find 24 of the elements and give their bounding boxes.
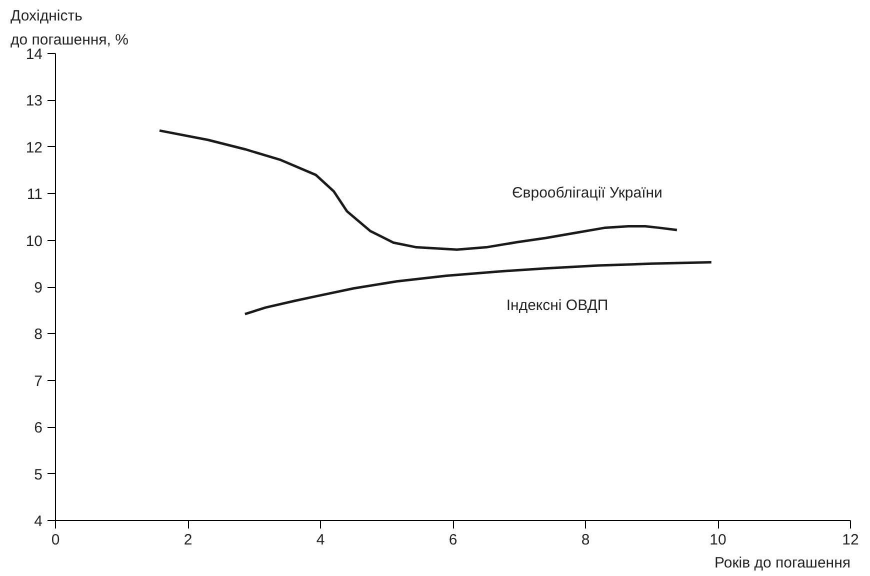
y-tick-label: 5: [34, 466, 42, 484]
y-tick-label: 11: [26, 186, 43, 204]
series-label: Індексні ОВДП: [506, 296, 608, 314]
y-tick-label: 8: [34, 326, 42, 344]
y-tick-label: 13: [26, 92, 43, 110]
y-tick-label: 4: [34, 513, 42, 530]
y-tick-label: 14: [26, 46, 43, 63]
x-axis-title: Років до погашення: [714, 554, 851, 572]
y-axis-title: Дохідність до погашення, %: [10, 8, 128, 48]
y-tick-label: 9: [34, 280, 42, 296]
y-tick-label: 12: [26, 139, 43, 156]
x-tick-label: 8: [581, 532, 590, 548]
line-series: [158, 129, 678, 251]
x-tick-label: 12: [842, 532, 859, 548]
x-tick-label: 2: [184, 532, 192, 548]
x-tick-label: 0: [51, 532, 60, 548]
y-tick-label: 10: [26, 232, 43, 250]
y-tick-label: 6: [34, 420, 42, 437]
x-tick-label: 4: [316, 532, 325, 548]
y-tick-label: 7: [34, 372, 42, 390]
line-series: [244, 261, 713, 316]
series-label: Єврооблігації України: [512, 184, 662, 202]
x-tick-label: 6: [448, 532, 458, 548]
x-tick-label: 10: [710, 532, 726, 548]
